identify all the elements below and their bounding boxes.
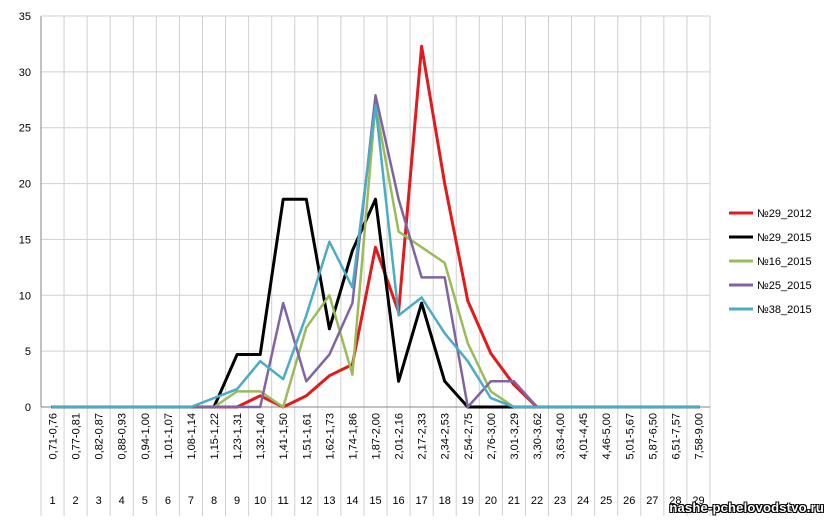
x-category-label: 4,46-5,00: [601, 413, 613, 459]
x-index-label: 29: [692, 495, 704, 507]
x-index-label: 1: [49, 495, 55, 507]
x-index-label: 10: [254, 495, 266, 507]
legend-label: №25_2015: [757, 280, 812, 292]
x-category-label: 2,01-2,16: [394, 413, 406, 459]
series-line: [51, 104, 700, 409]
x-category-label: 6,51-7,57: [670, 413, 682, 459]
x-category-label: 1,23-1,31: [232, 413, 244, 459]
series-line: [51, 197, 700, 409]
x-category-label: 0,94-1,00: [140, 413, 152, 459]
x-index-label: 12: [300, 495, 312, 507]
y-tick-label: 10: [19, 290, 31, 302]
x-category-label: 1,15-1,22: [209, 413, 221, 459]
x-index-label: 2: [73, 495, 79, 507]
x-index-label: 4: [119, 495, 125, 507]
x-category-label: 3,63-4,00: [555, 413, 567, 459]
y-tick-label: 15: [19, 234, 31, 246]
x-index-label: 13: [323, 495, 335, 507]
x-category-label: 1,87-2,00: [371, 413, 383, 459]
y-tick-label: 30: [19, 67, 31, 79]
x-index-label: 19: [462, 495, 474, 507]
x-category-label: 2,34-2,53: [440, 413, 452, 459]
y-tick-label: 25: [19, 123, 31, 135]
x-index-label: 18: [439, 495, 451, 507]
x-category-label: 1,74-1,86: [347, 413, 359, 459]
x-index-label: 8: [211, 495, 217, 507]
x-category-label: 1,62-1,73: [324, 413, 336, 459]
y-axis-ticks: 0 5 10 15 20 25 30 35: [19, 11, 31, 414]
series-line: [51, 103, 700, 409]
x-category-label: 2,76-3,00: [486, 413, 498, 459]
y-tick-label: 0: [25, 402, 31, 414]
x-index-labels: 1 2 3 4 5 6 7 8 9 10 11 12 13 14 15 16 17 18 19 20 21 22 23 24 2…: [49, 495, 704, 507]
x-index-label: 26: [623, 495, 635, 507]
x-category-label: 1,08-1,14: [186, 413, 198, 459]
x-index-label: 6: [165, 495, 171, 507]
y-tick-label: 20: [19, 179, 31, 191]
x-index-label: 22: [531, 495, 543, 507]
x-category-label: 7,58-9,00: [693, 413, 705, 459]
x-category-label: 0,82-0,87: [94, 413, 106, 459]
legend-label: №29_2015: [757, 232, 812, 244]
x-index-label: 24: [577, 495, 589, 507]
legend: №29_2012 №29_2015 №16_2015 №25_2015 №38_2015: [729, 208, 812, 316]
x-index-label: 11: [278, 495, 289, 507]
x-index-label: 16: [392, 495, 404, 507]
x-index-label: 27: [646, 495, 658, 507]
x-category-label: 0,77-0,81: [71, 413, 83, 459]
x-category-label: 1,51-1,61: [301, 413, 313, 459]
x-category-label: 3,01-3,29: [509, 413, 521, 459]
x-index-label: 20: [485, 495, 497, 507]
grid: [40, 15, 711, 516]
x-category-label: 1,32-1,40: [255, 413, 267, 459]
x-category-label: 5,87-6,50: [647, 413, 659, 459]
x-index-label: 21: [508, 495, 520, 507]
x-index-label: 3: [96, 495, 102, 507]
x-category-label: 2,54-2,75: [463, 413, 475, 459]
x-category-label: 1,41-1,50: [278, 413, 290, 459]
x-category-label: 0,88-0,93: [117, 413, 129, 459]
x-index-label: 17: [416, 495, 428, 507]
series-lines: [51, 44, 700, 409]
x-category-label: 1,01-1,07: [163, 413, 175, 459]
x-category-label: 3,30-3,62: [532, 413, 544, 459]
watermark: nashe-pchelovodstvo.ru: [669, 500, 824, 515]
x-index-label: 23: [554, 495, 566, 507]
x-index-label: 15: [369, 495, 381, 507]
legend-label: №38_2015: [757, 304, 812, 316]
x-index-label: 9: [234, 495, 240, 507]
x-index-label: 14: [346, 495, 358, 507]
x-category-label: 2,17-2,33: [417, 413, 429, 459]
y-tick-label: 35: [19, 11, 31, 23]
legend-label: №29_2012: [757, 208, 812, 220]
x-category-labels: 0,71-0,76 0,77-0,81 0,82-0,87 0,88-0,93 0,94…: [48, 413, 706, 459]
y-tick-label: 5: [25, 346, 31, 358]
x-index-label: 5: [142, 495, 148, 507]
x-index-label: 28: [669, 495, 681, 507]
legend-label: №16_2015: [757, 256, 812, 268]
x-index-label: 7: [188, 495, 194, 507]
x-category-label: 4,01-4,45: [578, 413, 590, 459]
x-category-label: 5,01-5,67: [624, 413, 636, 459]
x-index-label: 25: [600, 495, 612, 507]
x-category-label: 0,71-0,76: [48, 413, 60, 459]
